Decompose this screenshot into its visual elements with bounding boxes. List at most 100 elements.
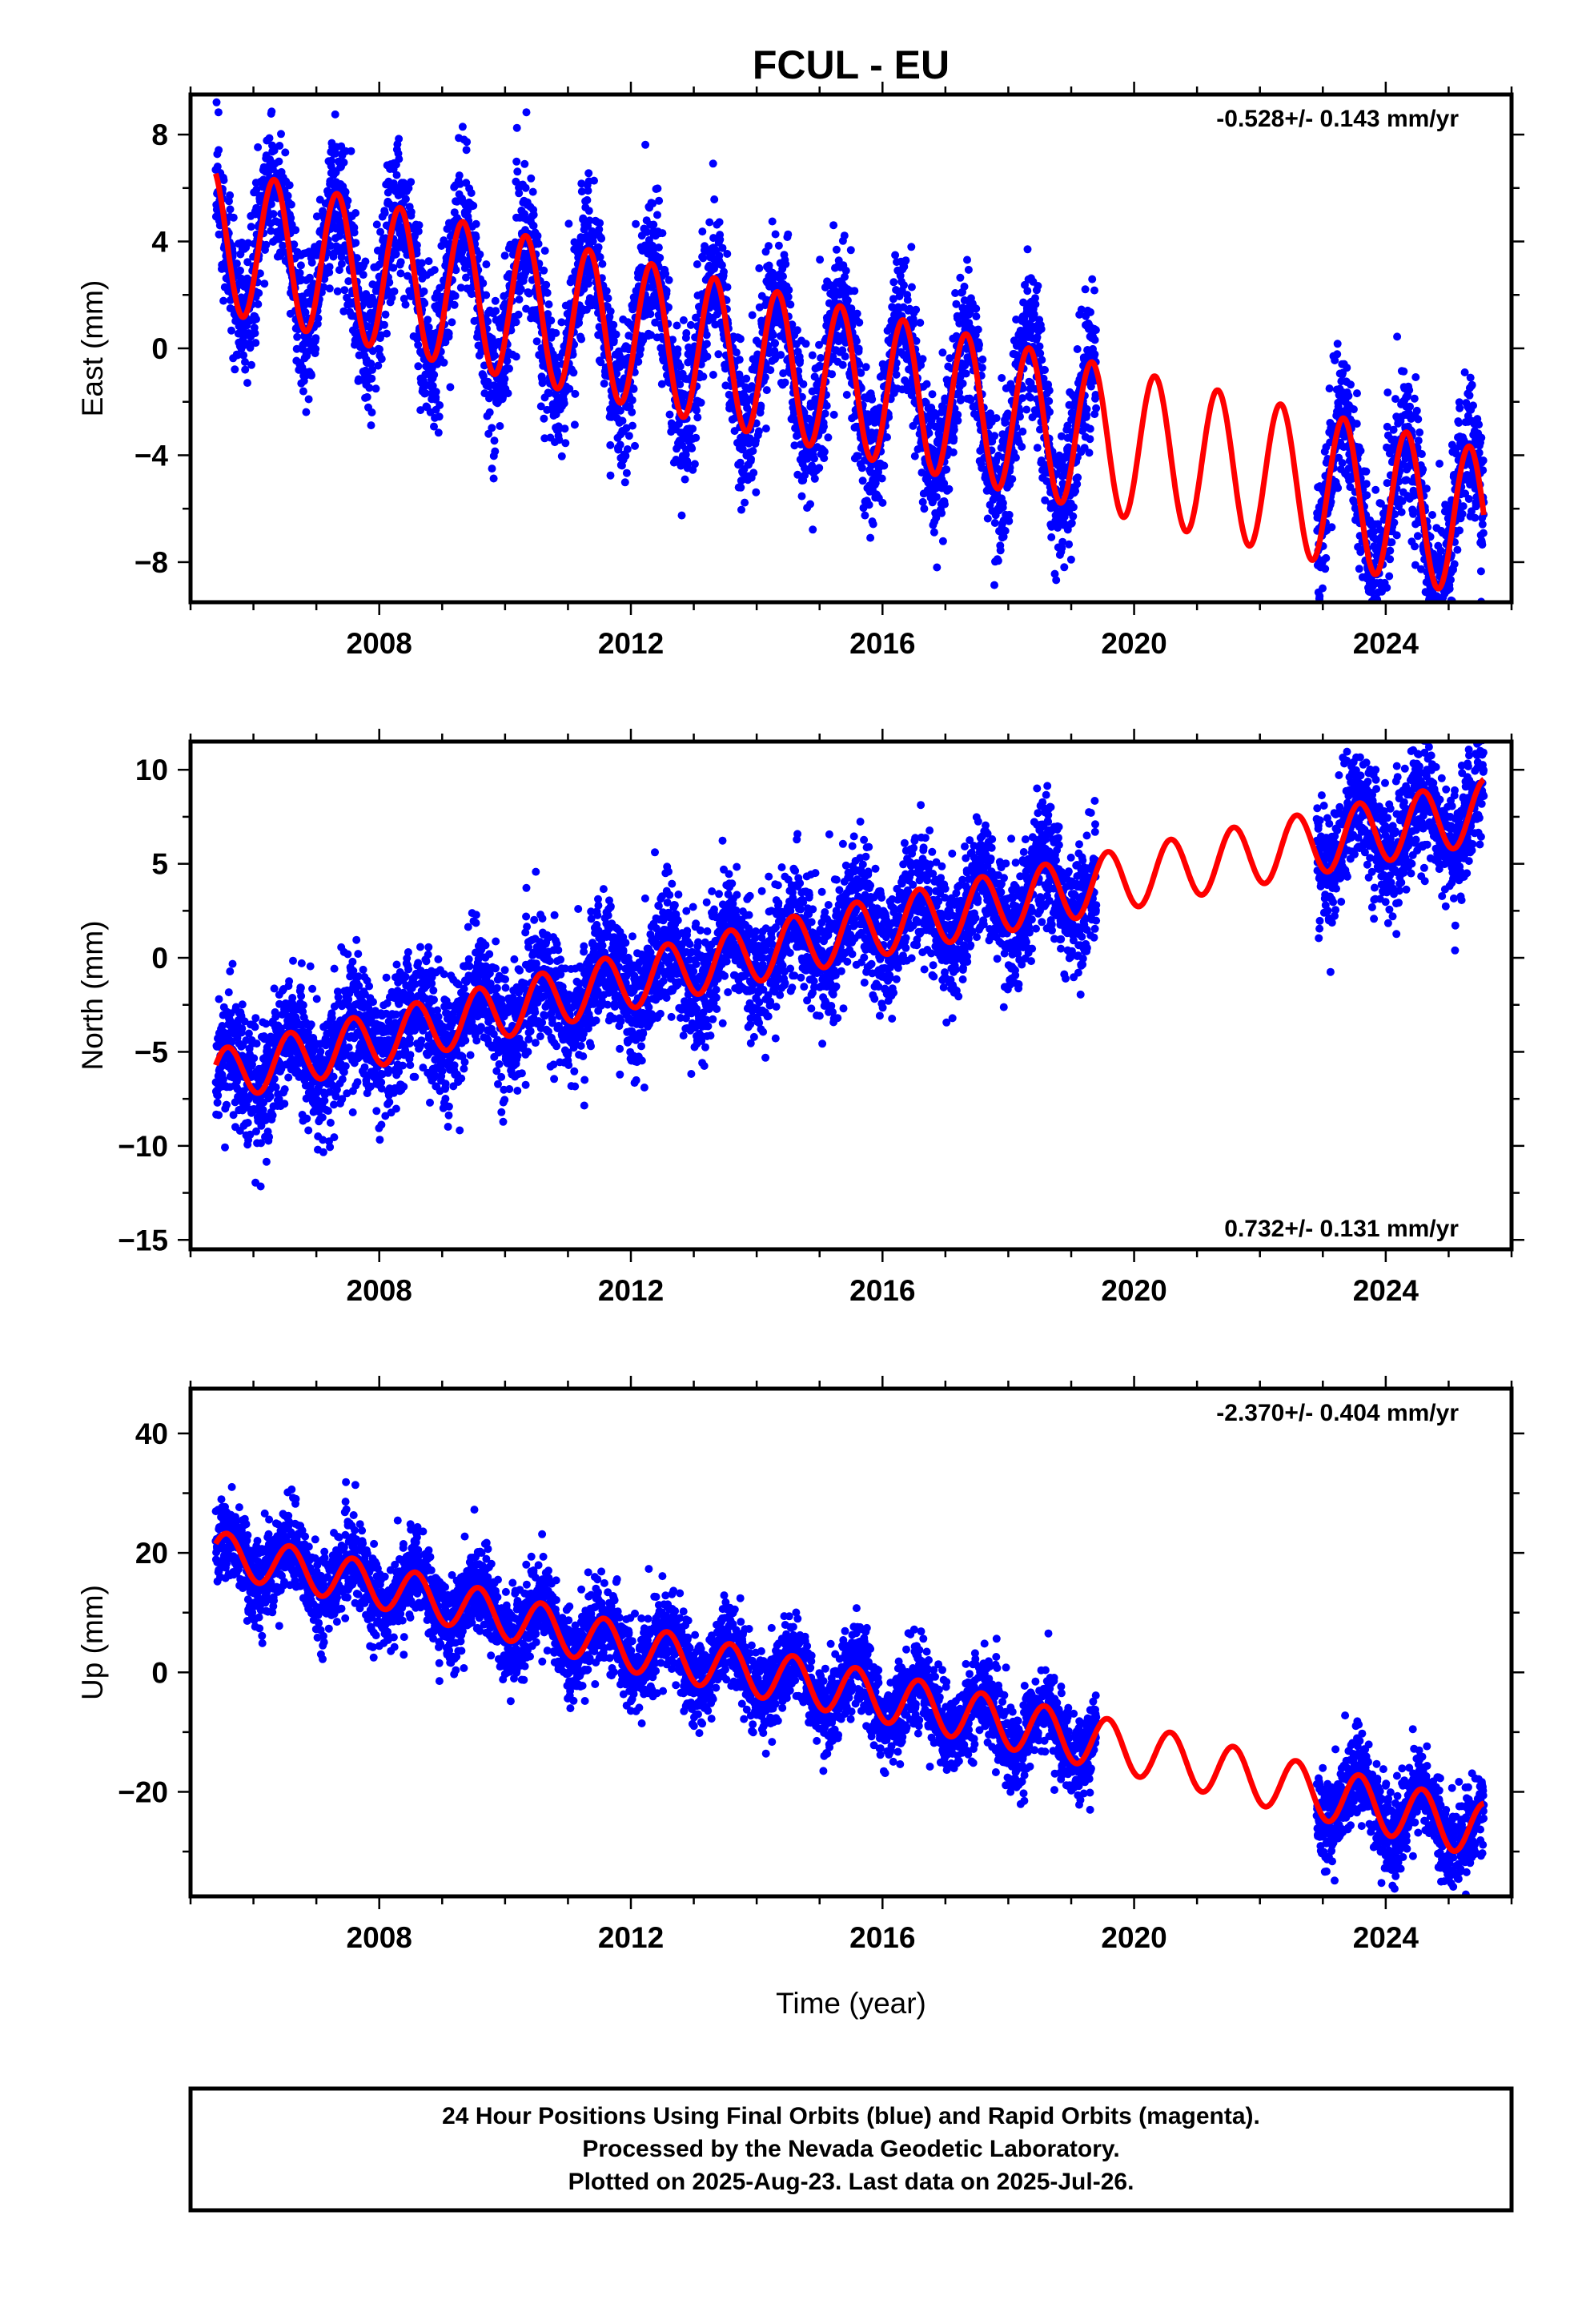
data-point xyxy=(781,378,789,387)
data-point xyxy=(446,383,455,392)
data-point xyxy=(270,146,279,155)
data-point xyxy=(568,350,577,359)
data-point xyxy=(577,335,586,344)
data-point xyxy=(1018,427,1027,436)
data-point xyxy=(236,266,244,275)
data-point xyxy=(928,390,937,399)
data-point xyxy=(809,525,817,534)
data-point xyxy=(686,320,695,329)
data-point xyxy=(463,138,472,147)
data-point xyxy=(241,358,249,366)
data-point xyxy=(716,235,725,244)
data-point xyxy=(583,195,592,204)
data-point xyxy=(654,243,663,252)
data-point xyxy=(488,464,496,473)
data-point xyxy=(430,266,439,275)
data-point xyxy=(942,465,951,474)
data-point xyxy=(577,187,586,196)
data-point xyxy=(628,421,636,430)
data-point xyxy=(339,307,348,316)
data-point xyxy=(479,279,488,287)
data-point xyxy=(500,251,509,260)
data-point xyxy=(584,169,593,178)
data-point xyxy=(1011,453,1020,462)
data-point xyxy=(1082,411,1091,420)
data-point xyxy=(407,207,416,216)
data-point xyxy=(219,176,228,184)
data-point xyxy=(353,254,361,263)
data-point xyxy=(1386,555,1395,564)
data-point xyxy=(1356,446,1365,455)
data-point xyxy=(456,283,465,292)
data-point xyxy=(606,471,615,480)
data-point xyxy=(500,375,509,384)
data-point xyxy=(972,304,981,313)
data-point xyxy=(641,140,650,149)
data-point xyxy=(569,368,578,377)
data-point xyxy=(434,428,443,437)
data-point xyxy=(629,384,638,393)
data-point xyxy=(623,445,632,453)
data-point xyxy=(514,310,523,319)
data-point xyxy=(855,318,864,327)
data-point xyxy=(1047,533,1056,541)
data-point xyxy=(421,389,430,397)
data-point xyxy=(677,511,686,520)
data-point xyxy=(512,318,520,327)
data-point xyxy=(865,501,873,509)
data-point xyxy=(938,509,946,517)
data-point xyxy=(723,283,732,292)
data-point xyxy=(529,221,538,230)
data-point xyxy=(570,420,579,429)
data-point xyxy=(1090,336,1099,344)
data-point xyxy=(941,500,949,509)
data-point xyxy=(490,436,499,445)
data-point xyxy=(710,195,719,203)
data-point xyxy=(430,422,438,431)
data-point xyxy=(390,287,399,296)
data-point xyxy=(878,498,887,507)
data-point xyxy=(451,292,460,300)
data-point xyxy=(736,458,745,467)
data-point xyxy=(448,318,456,327)
data-point xyxy=(853,452,862,460)
data-point xyxy=(1066,555,1075,564)
data-point xyxy=(653,184,662,193)
data-point xyxy=(395,155,404,163)
data-point xyxy=(960,282,969,291)
data-point xyxy=(628,408,636,416)
data-point xyxy=(621,452,630,460)
data-point xyxy=(715,218,724,227)
data-point xyxy=(542,280,551,289)
data-point xyxy=(990,432,999,440)
data-point xyxy=(347,147,355,155)
data-point xyxy=(1077,305,1086,314)
data-point xyxy=(1363,491,1371,500)
data-point xyxy=(612,369,621,378)
data-point xyxy=(857,368,865,377)
data-point xyxy=(339,158,348,167)
data-point xyxy=(226,296,235,304)
data-point xyxy=(957,395,966,403)
data-point xyxy=(966,396,975,404)
data-point xyxy=(377,355,386,364)
data-point xyxy=(462,146,471,155)
data-point xyxy=(361,257,370,266)
data-point xyxy=(1058,544,1066,553)
data-point xyxy=(618,416,627,425)
data-point xyxy=(945,485,954,493)
data-point xyxy=(467,189,476,197)
data-point xyxy=(737,483,745,492)
data-point xyxy=(602,287,611,296)
data-point xyxy=(1322,553,1331,562)
data-point xyxy=(219,296,228,305)
data-point xyxy=(371,384,380,393)
data-point xyxy=(485,408,494,416)
data-point xyxy=(766,366,775,375)
data-point xyxy=(1353,389,1361,398)
data-point xyxy=(1370,615,1378,623)
data-point xyxy=(1054,524,1062,532)
data-point xyxy=(414,362,423,371)
data-point xyxy=(950,425,958,434)
data-point xyxy=(333,287,342,296)
